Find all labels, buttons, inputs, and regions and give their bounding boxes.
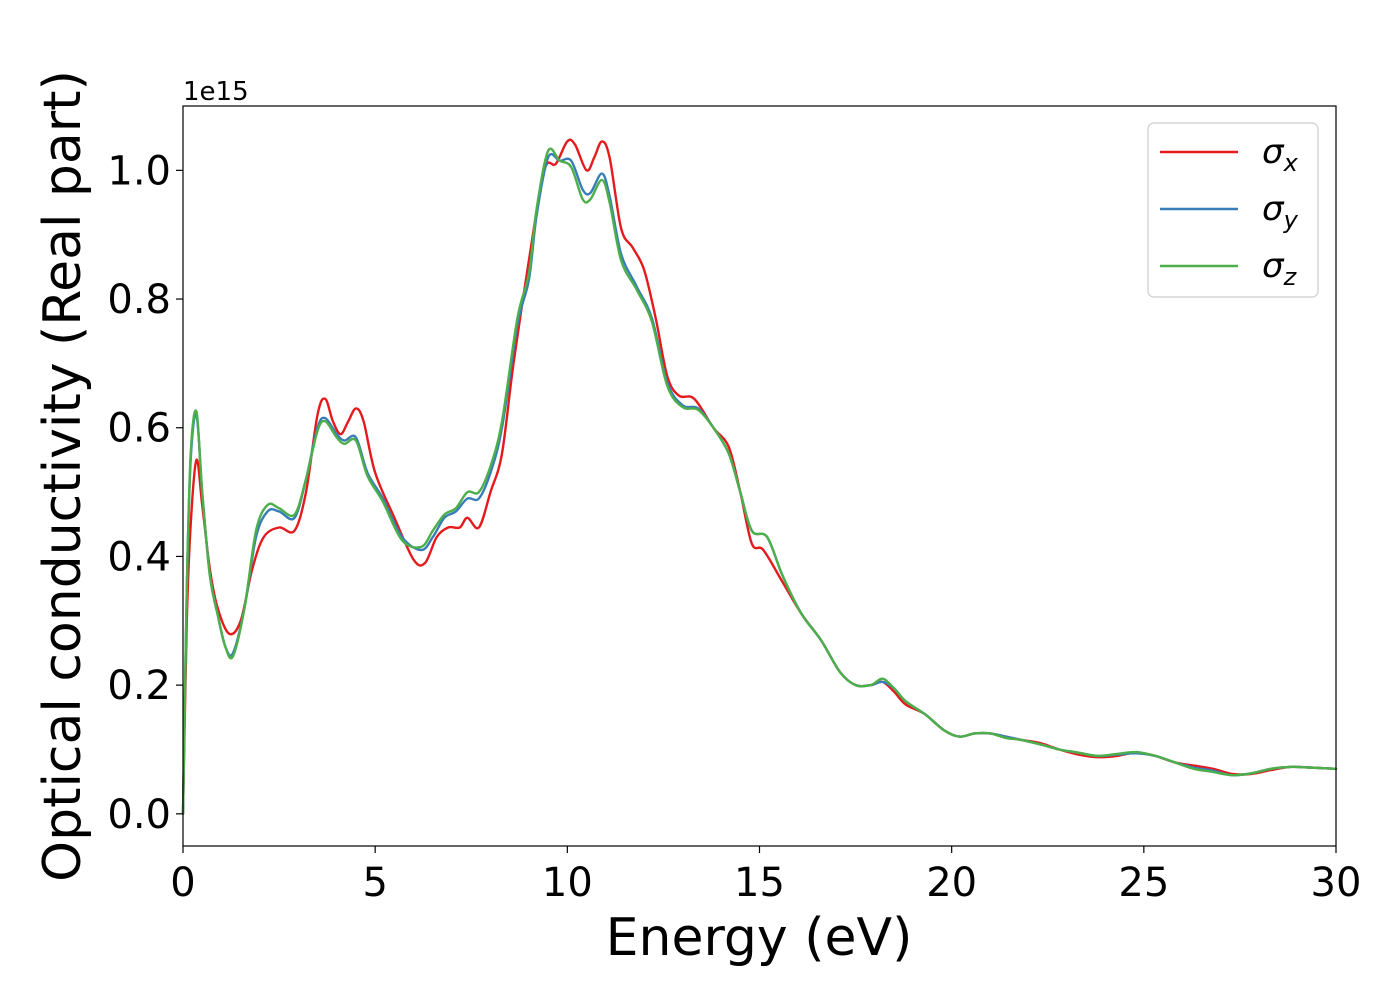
legend: σx σy σz [1147, 122, 1319, 298]
y-tick-label: 0.8 [107, 277, 171, 323]
x-tick-label: 10 [542, 860, 593, 906]
x-tick-label: 30 [1311, 860, 1362, 906]
series-layer [181, 138, 1338, 815]
x-tick-label: 15 [734, 860, 785, 906]
legend-label-y: σy [1262, 189, 1299, 234]
y-offset-label: 1e15 [183, 77, 249, 107]
y-axis-title: Optical conductivity (Real part) [33, 70, 93, 882]
y-axis-ticks: 0.0 0.2 0.4 0.6 0.8 1.0 [107, 148, 183, 838]
x-tick-label: 25 [1118, 860, 1169, 906]
x-tick-label: 20 [926, 860, 977, 906]
y-tick-label: 1.0 [107, 148, 171, 194]
x-axis-ticks: 0 5 10 15 20 25 30 [170, 846, 1361, 906]
legend-label-z: σz [1262, 246, 1298, 291]
y-tick-label: 0.2 [107, 663, 171, 709]
series-line-z [181, 147, 1338, 815]
x-axis-title: Energy (eV) [606, 908, 913, 968]
x-tick-label: 5 [362, 860, 387, 906]
legend-label-x: σx [1262, 132, 1299, 177]
y-tick-label: 0.0 [107, 792, 171, 838]
x-tick-label: 0 [170, 860, 195, 906]
y-tick-label: 0.4 [107, 534, 171, 580]
y-tick-label: 0.6 [107, 406, 171, 452]
